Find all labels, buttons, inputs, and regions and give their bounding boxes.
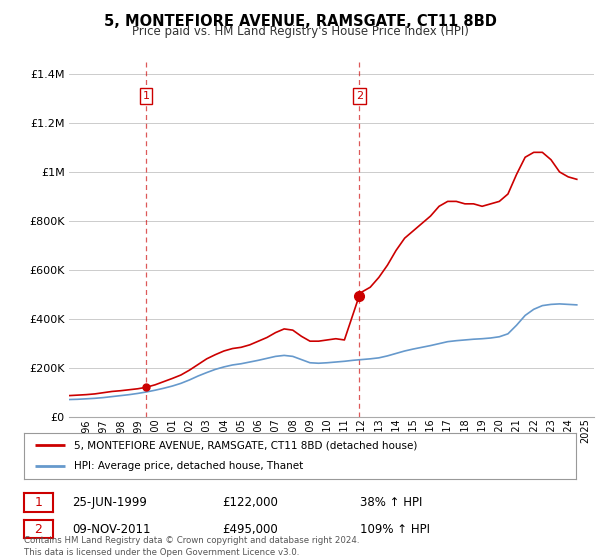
Text: 25-JUN-1999: 25-JUN-1999 (72, 496, 147, 509)
Text: 109% ↑ HPI: 109% ↑ HPI (360, 522, 430, 536)
Text: 2: 2 (356, 91, 363, 101)
Text: Contains HM Land Registry data © Crown copyright and database right 2024.
This d: Contains HM Land Registry data © Crown c… (24, 536, 359, 557)
Text: £495,000: £495,000 (222, 522, 278, 536)
Text: 38% ↑ HPI: 38% ↑ HPI (360, 496, 422, 509)
Text: 1: 1 (34, 496, 43, 509)
Text: 2: 2 (34, 522, 43, 536)
Text: 5, MONTEFIORE AVENUE, RAMSGATE, CT11 8BD (detached house): 5, MONTEFIORE AVENUE, RAMSGATE, CT11 8BD… (74, 440, 417, 450)
Text: £122,000: £122,000 (222, 496, 278, 509)
Text: 09-NOV-2011: 09-NOV-2011 (72, 522, 151, 536)
Text: 1: 1 (143, 91, 149, 101)
Text: 5, MONTEFIORE AVENUE, RAMSGATE, CT11 8BD: 5, MONTEFIORE AVENUE, RAMSGATE, CT11 8BD (104, 14, 496, 29)
Text: Price paid vs. HM Land Registry's House Price Index (HPI): Price paid vs. HM Land Registry's House … (131, 25, 469, 38)
Text: HPI: Average price, detached house, Thanet: HPI: Average price, detached house, Than… (74, 461, 303, 472)
